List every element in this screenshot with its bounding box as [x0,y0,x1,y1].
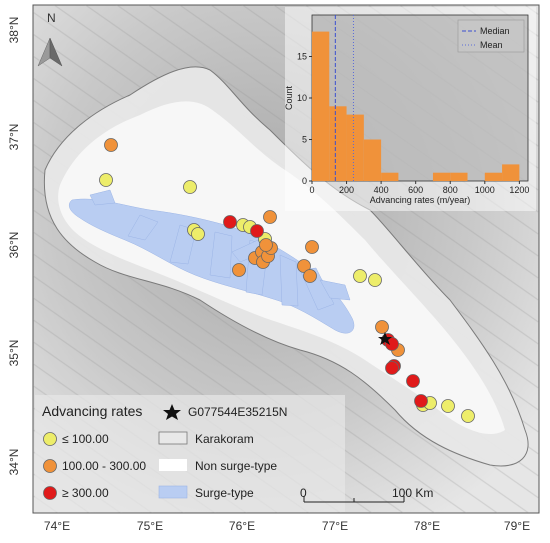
histogram-xlabel: Advancing rates (m/year) [370,195,471,205]
glacier-point[interactable] [104,138,118,152]
legend-label-mid: 100.00 - 300.00 [62,459,146,473]
legend-background [35,395,345,512]
lon-label-76: 76°E [229,519,255,533]
lat-label-34: 34°N [7,449,21,476]
glacier-point[interactable] [303,269,317,283]
glacier-point[interactable] [191,227,205,241]
histogram-y-tick-label: 15 [297,52,307,62]
glacier-point[interactable] [441,399,455,413]
glacier-point[interactable] [250,224,264,238]
glacier-point[interactable] [232,263,246,277]
histogram-bar [346,114,364,181]
histogram-x-tick-label: 200 [339,185,354,195]
histogram-y-tick-label: 5 [302,135,307,145]
glacier-point[interactable] [297,259,311,273]
histogram-bar [450,172,468,181]
lon-label-74: 74°E [44,519,70,533]
legend-non-surge-label: Non surge-type [195,459,277,473]
lat-label-38: 38°N [7,17,21,44]
latitude-labels: 38°N 37°N 36°N 35°N 34°N [7,17,21,476]
glacier-point[interactable] [263,210,277,224]
glacier-point[interactable] [406,374,420,388]
histogram-legend-box [457,19,525,53]
histogram-bars [312,31,520,181]
glacier-point[interactable] [375,320,389,334]
glacier-point[interactable] [414,394,428,408]
histogram-ylabel: Count [284,86,294,111]
glacier-point[interactable] [385,337,399,351]
mean-legend-label: Mean [480,40,503,50]
legend-karakoram-swatch [158,431,188,445]
histogram-bar [329,106,347,181]
histogram-x-tick-label: 400 [374,185,389,195]
histogram-y-ticks: 0 5 10 15 [297,52,312,186]
legend-surge-swatch [158,485,188,499]
lon-label-77: 77°E [322,519,348,533]
glacier-point[interactable] [259,238,273,252]
legend-non-surge-swatch [159,459,187,471]
lon-label-75: 75°E [137,519,163,533]
legend-swatch-mid [43,459,57,473]
legend-label-low: ≤ 100.00 [62,432,109,446]
legend-star-icon [163,404,181,420]
glacier-point[interactable] [353,269,367,283]
legend-swatch-low [43,432,57,446]
scale-end-label: 100 Km [392,486,433,500]
map-legend: Advancing rates ≤ 100.00 100.00 - 300.00… [35,395,345,512]
histogram-bar [484,172,503,181]
lat-label-35: 35°N [7,340,21,367]
glacier-point[interactable] [385,361,399,375]
legend-surge-label: Surge-type [195,486,254,500]
glacier-point[interactable] [368,273,382,287]
lat-label-37: 37°N [7,124,21,151]
histogram-bar [381,172,399,181]
lon-label-78: 78°E [414,519,440,533]
glacier-point[interactable] [183,180,197,194]
histogram-bar [502,164,520,181]
histogram-y-tick-label: 10 [297,93,307,103]
histogram-y-tick-label: 0 [302,176,307,186]
histogram-x-tick-label: 0 [309,185,314,195]
legend-karakoram-label: Karakoram [195,432,254,446]
legend-title: Advancing rates [42,403,142,419]
histogram-bar [363,139,382,181]
north-arrow: N [37,11,63,67]
scale-bar: 0 100 Km [300,486,433,503]
legend-swatch-high [43,486,57,500]
histogram-x-tick-label: 600 [408,185,423,195]
glacier-points [99,138,475,423]
histogram-x-tick-label: 800 [443,185,458,195]
glacier-point[interactable] [461,409,475,423]
scale-start-label: 0 [300,486,307,500]
legend-label-high: ≥ 300.00 [62,486,109,500]
glacier-point[interactable] [223,215,237,229]
lat-label-36: 36°N [7,232,21,259]
lon-label-79: 79°E [504,519,530,533]
histogram-x-tick-label: 1000 [475,185,495,195]
star-marker-icon[interactable] [378,332,392,345]
glacier-point[interactable] [305,240,319,254]
histogram-bar [312,31,330,181]
histogram-inset: 0 200 400 600 800 1000 1200 0 5 10 15 Advancing r… [284,7,536,211]
histogram-x-tick-label: 1200 [509,185,529,195]
median-legend-label: Median [480,26,510,36]
longitude-labels: 74°E 75°E 76°E 77°E 78°E 79°E [44,519,530,533]
north-label: N [47,11,56,25]
histogram-bar [432,172,451,181]
glacier-point[interactable] [99,173,113,187]
legend-star-label: G077544E35215N [188,405,287,419]
